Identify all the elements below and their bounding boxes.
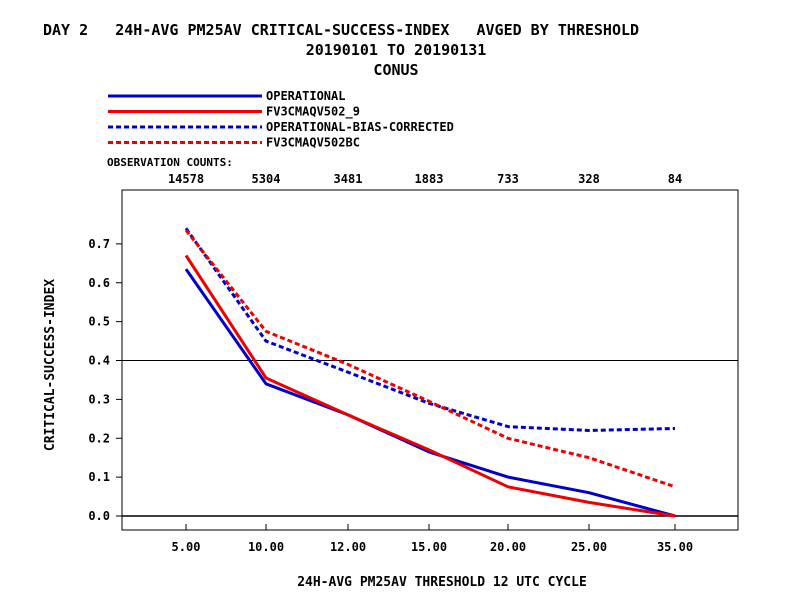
- y-tick-label: 0.4: [88, 354, 110, 368]
- legend-label: OPERATIONAL-BIAS-CORRECTED: [266, 120, 454, 134]
- x-tick-label: 35.00: [657, 540, 693, 554]
- observation-count: 1883: [415, 172, 444, 186]
- y-axis-label: CRITICAL-SUCCESS-INDEX: [43, 279, 58, 451]
- series-lines: [184, 227, 676, 518]
- y-tick-label: 0.1: [88, 470, 110, 484]
- y-tick-label: 0.3: [88, 392, 110, 406]
- observation-count: 733: [497, 172, 519, 186]
- y-tick-label: 0.6: [88, 276, 110, 290]
- observation-count: 14578: [168, 172, 204, 186]
- observation-count: 5304: [252, 172, 281, 186]
- observation-count: 3481: [334, 172, 363, 186]
- y-tick-label: 0.2: [88, 431, 110, 445]
- x-axis: 5.00 10.00 12.00 15.00 20.00 25.00 35.00: [172, 524, 693, 554]
- x-tick-label: 5.00: [172, 540, 201, 554]
- chart-date-range: 20190101 TO 20190131: [305, 41, 487, 59]
- x-tick-label: 12.00: [330, 540, 366, 554]
- x-tick-label: 15.00: [411, 540, 447, 554]
- y-tick-label: 0.0: [88, 509, 110, 523]
- x-tick-label: 25.00: [571, 540, 607, 554]
- y-tick-label: 0.5: [88, 315, 110, 329]
- legend-label: FV3CMAQV502BC: [266, 136, 360, 150]
- x-axis-label: 24H-AVG PM25AV THRESHOLD 12 UTC CYCLE: [297, 575, 587, 590]
- observation-counts-label: OBSERVATION COUNTS:: [107, 156, 233, 169]
- legend: OPERATIONAL FV3CMAQV502_9OPERATIONAL-BIAS…: [108, 89, 454, 150]
- series-line: [184, 227, 676, 432]
- series-line: [184, 229, 676, 489]
- x-tick-label: 10.00: [248, 540, 284, 554]
- observation-count: 84: [668, 172, 682, 186]
- reference-lines: [122, 360, 738, 517]
- x-tick-label: 20.00: [490, 540, 526, 554]
- observation-counts: 14578 5304 3481 1883 733 328 84: [168, 172, 682, 186]
- observation-count: 328: [578, 172, 600, 186]
- legend-label: OPERATIONAL: [266, 89, 345, 103]
- series-line: [184, 254, 676, 518]
- series-line: [184, 268, 676, 518]
- chart-title: DAY 2 24H-AVG PM25AV CRITICAL-SUCCESS-IN…: [43, 21, 640, 39]
- chart-region: CONUS: [373, 61, 419, 79]
- legend-label: FV3CMAQV502_9: [266, 105, 360, 120]
- y-axis: 0.0 0.1 0.2 0.3 0.4 0.5 0.6 0.7: [88, 237, 122, 523]
- y-tick-label: 0.7: [88, 237, 110, 251]
